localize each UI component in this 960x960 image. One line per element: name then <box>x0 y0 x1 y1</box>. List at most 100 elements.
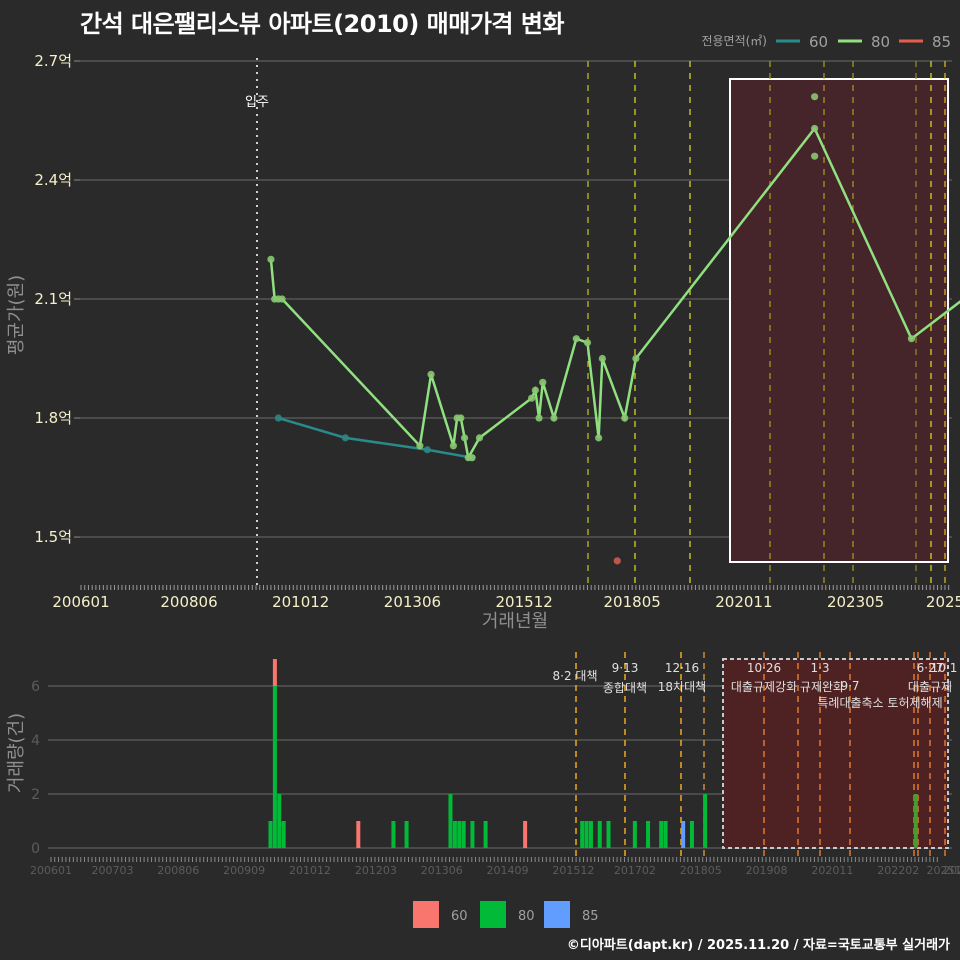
bar <box>597 821 602 848</box>
bar <box>606 821 611 848</box>
y-tick-label: 1.8억 <box>34 409 72 427</box>
bar-legend-label: 80 <box>518 909 535 924</box>
bar <box>272 686 277 848</box>
bar-x-tick-label: 200601 <box>30 864 72 877</box>
source-footer: ©디아파트(dapt.kr) / 2025.11.20 / 자료=국토교통부 실… <box>566 938 950 953</box>
bar <box>461 821 466 848</box>
bar <box>356 821 361 848</box>
bar <box>483 821 488 848</box>
bar <box>659 821 664 848</box>
bar <box>391 821 396 848</box>
bar-x-tick-label: 201203 <box>355 864 397 877</box>
bar <box>281 821 286 848</box>
legend-label: 60 <box>809 33 828 51</box>
main-series <box>267 93 960 565</box>
bar-x-tick-label: 200703 <box>91 864 133 877</box>
main-highlight-box <box>729 78 949 563</box>
chart-title: 간석 대은팰리스뷰 아파트(2010) 매매가격 변화 <box>80 10 565 38</box>
bar-x-tick-label: 201908 <box>746 864 788 877</box>
bar <box>448 794 453 848</box>
bar <box>580 821 585 848</box>
x-tick-label: 201306 <box>384 593 441 611</box>
y-tick-label: 1.5억 <box>34 528 72 546</box>
x-tick-label: 202011 <box>715 593 772 611</box>
bar <box>268 821 273 848</box>
policy-annotation: 9·13 <box>612 661 639 675</box>
policy-annotation: 6·27 <box>917 661 944 675</box>
policy-annotation: 10·1 <box>931 661 958 675</box>
bar <box>913 794 918 848</box>
bar <box>584 821 589 848</box>
bar-x-tick-label: 201805 <box>680 864 722 877</box>
policy-annotation: 대출규제강화 <box>731 680 797 694</box>
policy-annotation: 규제완화 <box>800 680 844 694</box>
bar-x-tick-label: 20251 <box>927 864 960 877</box>
bar-x-tick-label: 202202 <box>877 864 919 877</box>
bar-x-tick-label: 201012 <box>289 864 331 877</box>
bar <box>452 821 457 848</box>
bar-x-tick-label: 202011 <box>811 864 853 877</box>
bar <box>632 821 637 848</box>
main-axes: 200601 200806 201012 201306 201512 201805 2020… <box>6 275 960 632</box>
x-tick-label: 201805 <box>604 593 661 611</box>
x-tick-label: 201012 <box>272 593 329 611</box>
x-tick-label: 200806 <box>160 593 217 611</box>
bar-legend-label: 60 <box>451 909 468 924</box>
bar <box>272 659 277 686</box>
legend-label: 85 <box>932 33 951 51</box>
policy-annotation: 종합대책 <box>603 680 647 695</box>
bar-legend-label: 85 <box>582 909 599 924</box>
bar <box>277 794 282 848</box>
policy-annotation: 특례대출축소 토허제해제 <box>817 696 942 710</box>
bar <box>689 821 694 848</box>
bar-x-tick-label: 201306 <box>421 864 463 877</box>
x-tick-label: 2025 <box>926 593 960 611</box>
legend-label: 80 <box>871 33 890 51</box>
bar <box>703 794 708 848</box>
legend-title: 전용면적(㎡) <box>701 34 767 48</box>
main-policy-lines: 입주 <box>245 58 946 585</box>
bar <box>681 821 686 848</box>
bar-x-tick-label: 201409 <box>487 864 529 877</box>
bar-x-tick-label: 201702 <box>614 864 656 877</box>
bar <box>523 821 528 848</box>
top-legend: 전용면적(㎡) 60 80 85 <box>701 33 951 51</box>
bar-y-tick-label: 4 <box>31 733 40 749</box>
bar-y-axis-title: 거래량(건) <box>6 713 27 793</box>
bar-x-tick-label: 200909 <box>223 864 265 877</box>
bar-series <box>268 659 918 848</box>
x-tick-label: 201512 <box>496 593 553 611</box>
policy-annotation: 12·16 <box>665 661 699 675</box>
x-axis-title: 거래년월 <box>482 611 548 632</box>
bar-highlight-box <box>722 658 949 849</box>
bar-x-tick-label: 200806 <box>157 864 199 877</box>
policy-annotation: 9·7 <box>840 679 859 693</box>
y-tick-label: 2.1억 <box>34 290 72 308</box>
bar <box>404 821 409 848</box>
bar-x-tick-label: 202305 <box>943 864 960 877</box>
bar-x-tick-label: 201512 <box>552 864 594 877</box>
policy-annotation: 8·2 대책 <box>553 668 598 683</box>
bar-y-tick-label: 0 <box>31 841 40 857</box>
bottom-legend: 60 80 85 <box>413 901 599 928</box>
bar-policy-lines: 8·2 대책 9·13 종합대책 12·16 18차대책 10·26 대출규제강화 1·3 규제… <box>553 652 958 858</box>
bar <box>646 821 651 848</box>
y-tick-label: 2.4억 <box>34 171 72 189</box>
bar <box>588 821 593 848</box>
bar-axes: 200601 200703 200806 200909 201012 201203 2013… <box>6 713 960 877</box>
policy-annotation: 10·26 <box>747 661 781 675</box>
bar <box>470 821 475 848</box>
bar-y-tick-label: 6 <box>31 679 40 695</box>
move-in-annotation: 입주 <box>245 95 269 110</box>
policy-annotation: 1·3 <box>810 661 829 675</box>
x-tick-label: 202305 <box>827 593 884 611</box>
bar <box>663 821 668 848</box>
bar <box>457 821 462 848</box>
y-axis-title: 평균가(원) <box>6 275 27 355</box>
policy-annotation: 대출규제 <box>908 680 952 694</box>
x-tick-label: 200601 <box>52 593 109 611</box>
bar-y-tick-label: 2 <box>31 787 40 803</box>
y-tick-label: 2.7억 <box>34 52 72 70</box>
policy-annotation: 18차대책 <box>658 679 706 694</box>
